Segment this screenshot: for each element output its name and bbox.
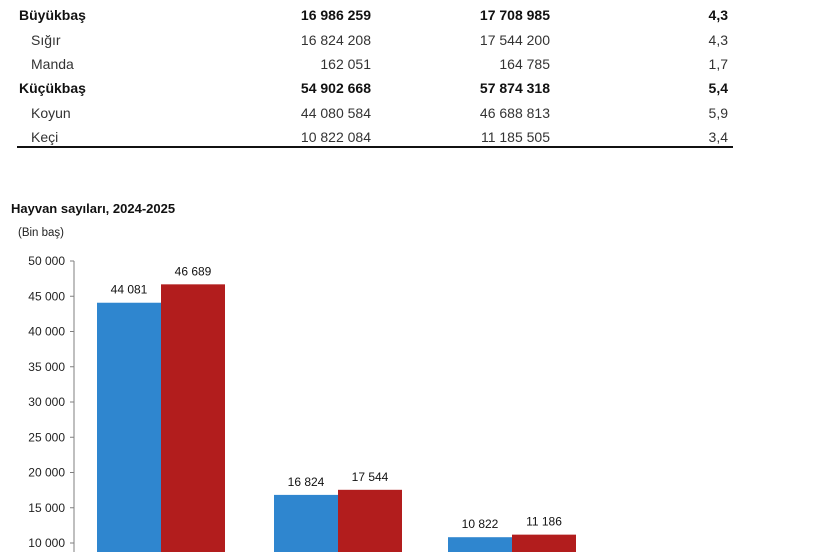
data-label-2024-group-1: 44 081 (111, 283, 148, 297)
change-percent: 5,4 (708, 80, 728, 96)
value-2024: 44 080 584 (300, 105, 371, 121)
value-2025: 46 688 813 (479, 105, 550, 121)
value-2025: 57 874 318 (479, 80, 550, 96)
bar-chart: 10 000 15 000 20 000 25 000 30 000 35 000 40 0… (28, 254, 576, 552)
y-tick-label: 40 000 (28, 325, 65, 339)
data-label-2025-group-3: 11 186 (526, 515, 562, 529)
y-tick-label: 15 000 (28, 501, 65, 515)
bar-2025-group-3 (512, 534, 576, 552)
y-tick-label: 10 000 (28, 536, 65, 550)
table-row: Sığır 16 824 208 17 544 200 4,3 (17, 28, 733, 52)
data-label-2025-group-1: 46 689 (175, 264, 212, 278)
y-tick-label: 25 000 (28, 430, 65, 444)
table-bottom-rule (17, 146, 733, 148)
value-2024: 162 051 (320, 56, 371, 72)
value-2025: 17 544 200 (479, 32, 550, 48)
bar-2024-group-2 (274, 494, 338, 552)
bar-2024-group-1 (97, 302, 161, 552)
change-percent: 5,9 (708, 105, 728, 121)
table-row: Koyun 44 080 584 46 688 813 5,9 (17, 101, 733, 125)
data-label-2024-group-3: 10 822 (462, 517, 499, 531)
table-row: Küçükbaş 54 902 668 57 874 318 5,4 (17, 76, 733, 100)
bar-2024-group-3 (448, 537, 512, 552)
row-label: Manda (31, 56, 74, 72)
change-percent: 1,7 (708, 56, 728, 72)
bar-2025-group-1 (161, 284, 225, 552)
row-label: Sığır (31, 32, 61, 48)
table-row: Büyükbaş 16 986 259 17 708 985 4,3 (17, 3, 733, 27)
value-2024: 54 902 668 (300, 80, 371, 96)
bar-2025-group-2 (338, 489, 402, 552)
y-tick-label: 30 000 (28, 395, 65, 409)
row-label: Büyükbaş (19, 7, 86, 23)
change-percent: 4,3 (708, 7, 728, 23)
value-2024: 16 986 259 (300, 7, 371, 23)
row-label: Keçi (31, 129, 59, 145)
change-percent: 4,3 (708, 32, 728, 48)
value-2024: 10 822 084 (300, 129, 371, 145)
value-2025: 164 785 (499, 56, 550, 72)
data-label-2024-group-2: 16 824 (288, 475, 325, 489)
row-label: Küçükbaş (19, 80, 86, 96)
y-tick-label: 20 000 (28, 466, 65, 480)
y-tick-label: 35 000 (28, 360, 65, 374)
y-tick-label: 45 000 (28, 289, 65, 303)
data-label-2025-group-2: 17 544 (352, 470, 389, 484)
value-2024: 16 824 208 (300, 32, 371, 48)
change-percent: 3,4 (708, 129, 728, 145)
table-row: Manda 162 051 164 785 1,7 (17, 52, 733, 76)
chart-unit-label: (Bin baş) (18, 227, 65, 239)
value-2025: 11 185 505 (480, 129, 550, 145)
value-2025: 17 708 985 (479, 7, 550, 23)
y-tick-label: 50 000 (28, 254, 65, 268)
chart-title: Hayvan sayıları, 2024-2025 (11, 201, 176, 216)
table-row: Keçi 10 822 084 11 185 505 3,4 (17, 125, 733, 149)
row-label: Koyun (31, 105, 71, 121)
